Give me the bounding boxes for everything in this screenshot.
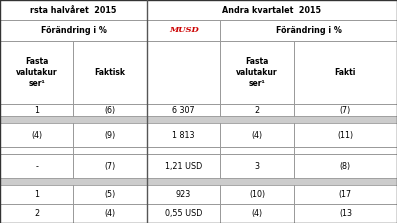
Bar xyxy=(73,154,147,178)
Bar xyxy=(73,178,147,185)
Text: (9): (9) xyxy=(104,131,116,140)
Bar xyxy=(73,185,147,204)
Bar xyxy=(147,154,220,178)
Bar xyxy=(0,123,73,147)
Text: -: - xyxy=(35,162,38,171)
Text: (17: (17 xyxy=(339,190,352,199)
Bar xyxy=(294,104,397,116)
Bar xyxy=(294,147,397,154)
Text: (5): (5) xyxy=(104,190,116,199)
Text: (4): (4) xyxy=(251,209,263,218)
Bar xyxy=(0,154,73,178)
Text: 3: 3 xyxy=(254,162,260,171)
Bar xyxy=(220,204,294,223)
Text: 0,55 USD: 0,55 USD xyxy=(165,209,202,218)
Bar xyxy=(220,147,294,154)
Text: (4): (4) xyxy=(251,131,263,140)
Bar xyxy=(73,41,147,104)
Bar xyxy=(294,154,397,178)
Bar xyxy=(147,41,220,104)
Bar xyxy=(147,185,220,204)
Bar xyxy=(294,41,397,104)
Bar xyxy=(147,116,220,123)
Bar xyxy=(220,154,294,178)
Bar xyxy=(147,204,220,223)
Bar xyxy=(294,123,397,147)
Bar xyxy=(147,147,220,154)
Bar xyxy=(0,204,73,223)
Text: Fakti: Fakti xyxy=(335,68,356,77)
Text: 2: 2 xyxy=(34,209,39,218)
Bar xyxy=(73,116,147,123)
Bar xyxy=(220,104,294,116)
Text: 6 307: 6 307 xyxy=(172,106,195,115)
Bar xyxy=(73,123,147,147)
Bar xyxy=(147,20,220,41)
Text: (13: (13 xyxy=(339,209,352,218)
Bar xyxy=(220,116,294,123)
Bar xyxy=(294,116,397,123)
Text: Faktisk: Faktisk xyxy=(94,68,126,77)
Bar xyxy=(220,123,294,147)
Text: 2: 2 xyxy=(254,106,260,115)
Text: 1: 1 xyxy=(34,106,39,115)
Bar xyxy=(0,147,73,154)
Bar xyxy=(147,104,220,116)
Bar xyxy=(220,20,397,41)
Bar xyxy=(147,0,397,20)
Text: (4): (4) xyxy=(104,209,116,218)
Text: (8): (8) xyxy=(340,162,351,171)
Bar xyxy=(0,116,73,123)
Bar xyxy=(0,41,73,104)
Bar xyxy=(0,20,147,41)
Bar xyxy=(294,178,397,185)
Text: Fasta
valutakur
ser¹: Fasta valutakur ser¹ xyxy=(236,57,278,88)
Text: MUSD: MUSD xyxy=(169,26,198,34)
Bar xyxy=(147,178,220,185)
Text: Förändring i %: Förändring i % xyxy=(40,26,106,35)
Bar xyxy=(294,185,397,204)
Text: 1,21 USD: 1,21 USD xyxy=(165,162,202,171)
Text: (7): (7) xyxy=(340,106,351,115)
Bar xyxy=(73,147,147,154)
Text: Andra kvartalet  2015: Andra kvartalet 2015 xyxy=(222,6,322,15)
Text: 1: 1 xyxy=(34,190,39,199)
Bar xyxy=(0,178,73,185)
Bar xyxy=(220,41,294,104)
Text: 1 813: 1 813 xyxy=(172,131,195,140)
Text: rsta halvåret  2015: rsta halvåret 2015 xyxy=(30,6,117,15)
Bar xyxy=(147,123,220,147)
Bar xyxy=(294,204,397,223)
Text: (7): (7) xyxy=(104,162,116,171)
Text: 923: 923 xyxy=(176,190,191,199)
Text: Fasta
valutakur
ser¹: Fasta valutakur ser¹ xyxy=(16,57,58,88)
Text: (11): (11) xyxy=(337,131,353,140)
Bar xyxy=(0,185,73,204)
Text: (10): (10) xyxy=(249,190,265,199)
Bar xyxy=(0,104,73,116)
Bar xyxy=(73,204,147,223)
Bar xyxy=(0,0,147,20)
Text: (4): (4) xyxy=(31,131,42,140)
Bar xyxy=(73,104,147,116)
Text: (6): (6) xyxy=(104,106,116,115)
Bar xyxy=(220,178,294,185)
Text: Förändring i %: Förändring i % xyxy=(276,26,341,35)
Bar xyxy=(220,185,294,204)
